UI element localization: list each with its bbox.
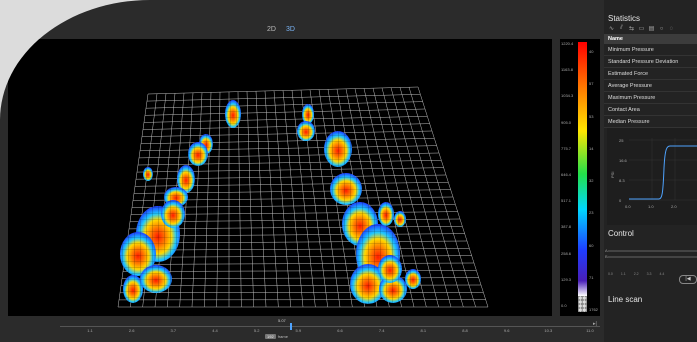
statistics-row[interactable]: Minimum Pressure: [604, 44, 697, 56]
timeline-tick-label: 8.1: [420, 328, 427, 333]
line-scan-title: Line scan: [608, 295, 643, 304]
control-tick-label: 1.1: [620, 272, 626, 276]
colorbar-right-label: 53: [589, 113, 594, 119]
frame-indicator: 192 frame: [265, 334, 288, 339]
colorbar-left-label: 1163.8: [561, 67, 573, 73]
statistics-row[interactable]: Contact Area: [604, 104, 697, 116]
pressure-colorbar: 1220.4 1163.8 1034.3 905.0 775.7 646.4 517.1 38…: [560, 39, 600, 316]
colorbar-right-label: 40: [589, 49, 594, 54]
pressure-viewer: 2D 3D 1220.4 1163.8 1034.3 905.: [0, 0, 604, 342]
statistics-row[interactable]: Standard Pressure Deviation: [604, 56, 697, 68]
colorbar-transparent-swatch: [578, 296, 587, 312]
timeline-tick-label: 8.8: [462, 328, 468, 333]
timeline-tick-label: 7.4: [378, 328, 385, 333]
skip-back-button[interactable]: |◀: [679, 275, 697, 284]
timeline-tick-label: 1.1: [87, 328, 93, 333]
timeline-tick-label: 3.7: [170, 328, 177, 333]
colorbar-right-label: 1762: [589, 307, 598, 312]
statistics-row[interactable]: Average Pressure: [604, 80, 697, 92]
pressure-surface: [117, 86, 489, 308]
pressure-mini-chart: PSI 25 16.6 8.3 0 0.0 1.0 2.0: [607, 128, 697, 225]
timeline-current-value: 5.07: [278, 318, 286, 323]
timeline-thumb[interactable]: [290, 323, 292, 330]
mini-chart-ytick: 25: [619, 138, 624, 143]
mini-chart-xtick: 2.0: [671, 204, 677, 209]
colorbar-left-label: 0.0: [561, 303, 567, 308]
statistics-tool-icon[interactable]: ▤: [648, 26, 655, 32]
statistics-row[interactable]: Median Pressure: [604, 116, 697, 128]
statistics-tool-icon[interactable]: ∿: [608, 26, 615, 32]
colorbar-left-label: 905.0: [561, 119, 572, 125]
timeline-tick-label: 2.6: [128, 328, 135, 333]
colorbar-left-label: 129.3: [561, 276, 572, 282]
statistics-tool-icon[interactable]: ▭: [638, 26, 645, 32]
statistics-toolbar: ∿ ⫽ ⇆ ▭ ▤ ○ ◌: [604, 23, 697, 34]
mode-3d-button[interactable]: 3D: [285, 26, 295, 33]
mini-chart-ytick: 16.6: [619, 158, 628, 163]
colorbar-left-label: 646.4: [561, 172, 572, 177]
control-section: A B 0.0 1.1 2.2 3.3 4.4 |◀: [604, 238, 697, 295]
statistics-row[interactable]: Maximum Pressure: [604, 92, 697, 104]
colorbar-right-label: 23: [589, 210, 594, 216]
side-panel: Statistics ∿ ⫽ ⇆ ▭ ▤ ○ ◌ Name Minimum Pressure…: [604, 0, 697, 342]
mode-2d-button[interactable]: 2D: [267, 26, 276, 33]
timeline-tick-label: 9.6: [503, 328, 510, 333]
control-tick-label: 4.4: [659, 272, 665, 276]
timeline-tick-label: 4.4: [212, 328, 218, 333]
colorbar-left-label: 517.1: [561, 198, 572, 204]
control-tick-label: 3.3: [646, 272, 652, 276]
frame-label: frame: [277, 334, 288, 339]
colorbar-gradient: [578, 42, 587, 296]
statistics-tool-icon[interactable]: ⇆: [628, 26, 635, 32]
colorbar-left-label: 387.8: [561, 224, 572, 230]
control-ticks: 0.0 1.1 2.2 3.3 4.4: [608, 272, 664, 276]
timeline-tick-label: 6.6: [337, 328, 343, 333]
mini-chart-line: [629, 145, 697, 200]
statistics-title: Statistics: [608, 14, 641, 23]
statistics-tool-icon[interactable]: ⫽: [620, 25, 623, 31]
statistics-tool-icon[interactable]: ◌: [669, 25, 674, 32]
colorbar-left-label: 775.7: [561, 145, 572, 151]
colorbar-right-label: 57: [589, 81, 594, 87]
3d-pressure-plot[interactable]: [8, 39, 552, 316]
mini-chart-xtick: 1.0: [648, 204, 654, 209]
timeline-tick-label: 5.9: [295, 328, 302, 333]
timeline-tick-label: 11.0: [586, 328, 594, 333]
colorbar-left-label: 1034.3: [561, 93, 574, 99]
colorbar-left-label: 258.6: [561, 250, 572, 256]
mini-chart-xtick: 0.0: [625, 204, 631, 209]
control-title: Control: [608, 229, 634, 238]
control-label-b: B: [605, 254, 608, 259]
colorbar-left-label: 1220.4: [561, 41, 574, 46]
colorbar-right-label: 60: [589, 242, 594, 248]
statistics-header: Name: [604, 34, 697, 44]
timeline-end-icon[interactable]: ▸|: [593, 321, 597, 327]
control-tick-label: 0.0: [608, 272, 613, 276]
view-mode-switch: 2D 3D: [265, 25, 297, 34]
statistics-row[interactable]: Estimated Force: [604, 68, 697, 80]
mini-chart-ytick: 8.3: [619, 178, 625, 183]
frame-timeline[interactable]: 5.07 1.1 2.6 3.7 4.4 5.2 5.9 6.6 7.4 8.1 8.8 9.6 10…: [60, 318, 600, 340]
mini-chart-svg: PSI 25 16.6 8.3 0 0.0 1.0 2.0: [610, 138, 697, 209]
mini-chart-ylabel: PSI: [610, 172, 615, 178]
control-slider-b[interactable]: [608, 256, 697, 258]
colorbar-right-label: 14: [589, 145, 594, 151]
timeline-tick-label: 5.2: [253, 328, 260, 333]
timeline-track[interactable]: [60, 326, 600, 327]
control-label-a: A: [605, 248, 608, 253]
statistics-tool-icon[interactable]: ○: [659, 25, 664, 32]
control-tick-label: 2.2: [633, 272, 639, 276]
colorbar-right-label: 71: [589, 274, 594, 280]
timeline-tick-label: 10.3: [544, 328, 553, 333]
control-slider-a[interactable]: [608, 250, 697, 252]
frame-number[interactable]: 192: [265, 334, 276, 339]
colorbar-right-label: 32: [589, 178, 594, 183]
mini-chart-ytick: 0: [619, 198, 622, 203]
